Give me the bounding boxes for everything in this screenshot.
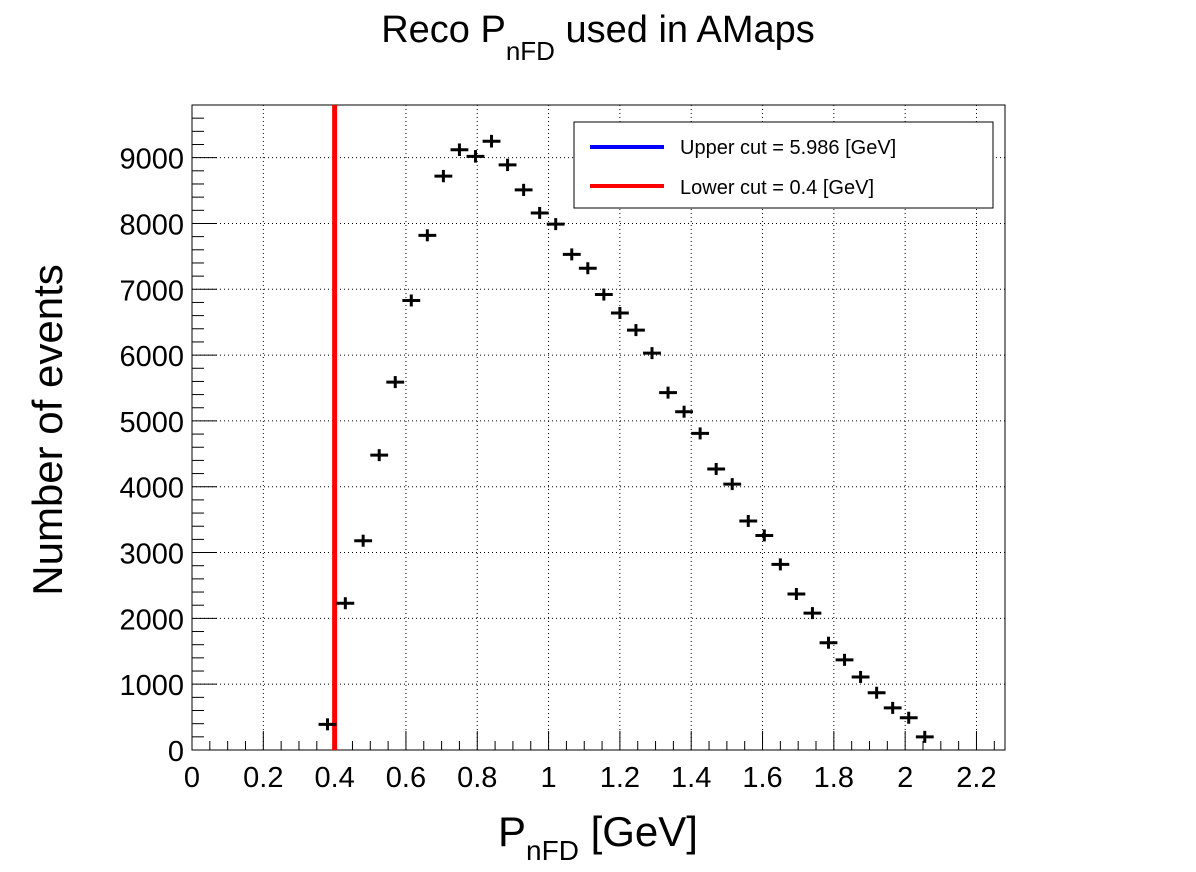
- x-tick-label: 1.8: [814, 762, 854, 794]
- data-point: [643, 347, 661, 360]
- data-point: [386, 376, 405, 389]
- chart-title-sub: nFD: [506, 36, 555, 66]
- data-point: [723, 478, 742, 491]
- y-tick-label: 5000: [119, 407, 184, 439]
- data-point: [675, 405, 693, 418]
- data-point: [771, 558, 790, 571]
- y-tick-label: 9000: [119, 144, 184, 176]
- data-point: [627, 324, 645, 337]
- data-point: [819, 636, 838, 649]
- data-point: [482, 134, 501, 148]
- y-tick-label: 3000: [119, 539, 184, 571]
- plot-frame: [191, 104, 1006, 751]
- data-point: [498, 158, 517, 172]
- x-tick-label: 2: [897, 762, 913, 794]
- data-point: [915, 730, 934, 743]
- y-tick-label: 0: [168, 736, 184, 768]
- x-tick-label: 0.2: [243, 762, 283, 794]
- data-point: [867, 686, 886, 699]
- data-point: [691, 427, 710, 440]
- data-point: [466, 150, 485, 163]
- data-point: [803, 607, 822, 620]
- data-point: [402, 294, 421, 307]
- x-axis-label-main: P: [498, 808, 526, 855]
- x-tick-labels: 0 0.2 0.4 0.6 0.8 1 1.2 1.4 1.6 1.8 2 2.2: [184, 762, 997, 794]
- x-tick-label: 0.4: [314, 762, 354, 794]
- data-point: [707, 462, 726, 475]
- chart-title-main: Reco P: [381, 9, 506, 51]
- data-point: [787, 588, 806, 601]
- x-tick-label: 1.6: [742, 762, 782, 794]
- y-tick-label: 6000: [119, 341, 184, 373]
- data-point: [594, 288, 613, 301]
- data-point: [318, 718, 337, 731]
- x-tick-label: 2.2: [956, 762, 996, 794]
- data-points: [318, 134, 934, 743]
- axis-ticks: [191, 104, 995, 751]
- y-axis-label: Number of events: [24, 264, 71, 596]
- x-axis-label-rest: [GeV]: [579, 808, 698, 855]
- data-point: [530, 206, 549, 219]
- data-point: [434, 169, 453, 183]
- data-point: [739, 514, 758, 527]
- data-point: [370, 449, 389, 462]
- x-axis-label-sub: nFD: [526, 835, 579, 866]
- y-tick-label: 1000: [119, 670, 184, 702]
- data-point: [851, 670, 870, 683]
- x-tick-label: 0.8: [457, 762, 497, 794]
- data-point: [562, 248, 581, 261]
- x-tick-label: 1.2: [600, 762, 640, 794]
- x-axis-label: PnFD [GeV]: [498, 808, 698, 866]
- data-point: [354, 534, 373, 547]
- data-point: [514, 183, 533, 196]
- data-point: [659, 386, 677, 399]
- data-point: [883, 701, 902, 714]
- data-point: [755, 529, 774, 542]
- chart-title: Reco PnFD used in AMaps: [381, 9, 815, 66]
- y-tick-label: 8000: [119, 209, 184, 241]
- legend-label-lower-cut: Lower cut = 0.4 [GeV]: [680, 177, 874, 199]
- legend: Upper cut = 5.986 [GeV] Lower cut = 0.4 …: [573, 121, 994, 209]
- legend-label-upper-cut: Upper cut = 5.986 [GeV]: [680, 137, 896, 159]
- data-point: [899, 711, 918, 724]
- data-point: [610, 306, 629, 319]
- data-point: [450, 143, 469, 157]
- x-tick-label: 1: [541, 762, 557, 794]
- y-tick-label: 7000: [119, 275, 184, 307]
- data-point: [578, 262, 597, 275]
- x-tick-label: 0: [184, 762, 200, 794]
- legend-box: [573, 121, 994, 209]
- y-tick-label: 2000: [119, 604, 184, 636]
- chart-title-rest: used in AMaps: [555, 9, 815, 51]
- data-point: [546, 218, 565, 231]
- x-tick-label: 0.6: [386, 762, 426, 794]
- x-tick-label: 1.4: [671, 762, 711, 794]
- data-point: [835, 653, 854, 666]
- data-point: [336, 597, 355, 610]
- y-tick-label: 4000: [119, 473, 184, 505]
- data-point: [418, 229, 437, 242]
- y-tick-labels: 0 1000 2000 3000 4000 5000 6000 7000 8000 9000: [119, 144, 184, 768]
